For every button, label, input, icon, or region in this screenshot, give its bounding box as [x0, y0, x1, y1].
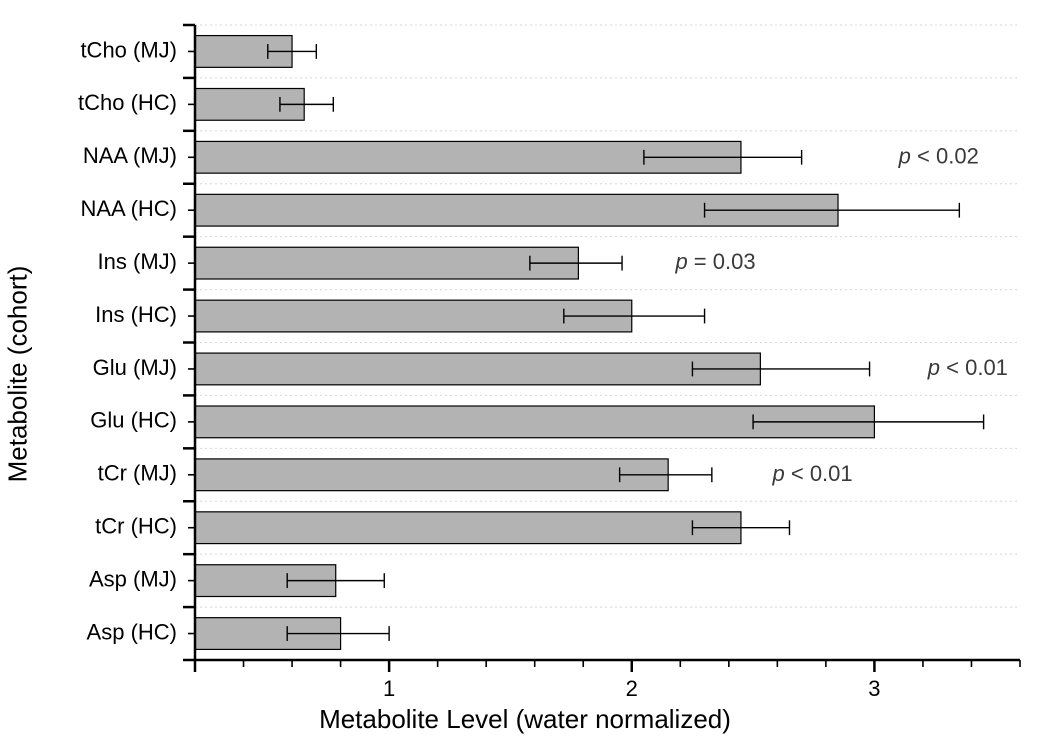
y-tick-label: Ins (HC)	[95, 302, 177, 327]
x-tick-label: 3	[868, 676, 880, 701]
p-value-annotation: p = 0.03	[674, 249, 755, 274]
y-tick-label: Ins (MJ)	[98, 249, 177, 274]
y-tick-label: Asp (HC)	[87, 619, 177, 644]
p-value-annotation: p < 0.02	[898, 143, 979, 168]
y-tick-label: NAA (HC)	[80, 196, 177, 221]
y-tick-label: Glu (MJ)	[93, 355, 177, 380]
y-tick-label: tCr (HC)	[95, 514, 177, 539]
chart-svg: p < 0.02 p = 0.03 p < 0.01 p < 0.01 tCho (MJ…	[0, 0, 1050, 747]
metabolite-bar-chart: Metabolite (cohort) p < 0.02p = 0.03p < …	[0, 0, 1050, 747]
x-tick-label: 1	[383, 676, 395, 701]
p-value-annotation: p < 0.01	[927, 355, 1008, 380]
bar	[195, 353, 760, 385]
y-tick-label: Glu (HC)	[90, 408, 177, 433]
bar	[195, 459, 668, 491]
bar	[195, 247, 578, 279]
y-tick-label: NAA (MJ)	[83, 143, 177, 168]
y-axis-title: Metabolite (cohort)	[3, 265, 34, 482]
bar	[195, 512, 741, 544]
y-tick-label: Asp (MJ)	[89, 566, 177, 591]
y-tick-label: tCho (MJ)	[80, 37, 177, 62]
y-tick-label: tCr (MJ)	[98, 461, 177, 486]
y-tick-label: tCho (HC)	[78, 90, 177, 115]
x-axis-title: Metabolite Level (water normalized)	[0, 704, 1050, 735]
p-value-annotation: p < 0.01	[772, 461, 853, 486]
x-tick-label: 2	[626, 676, 638, 701]
